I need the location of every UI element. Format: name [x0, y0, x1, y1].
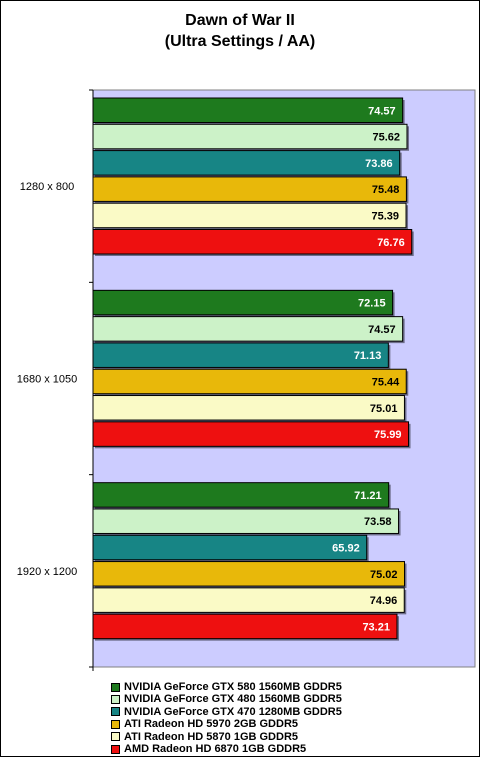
- data-label: 75.01: [370, 403, 398, 415]
- chart-title-block: Dawn of War II (Ultra Settings / AA): [0, 10, 480, 52]
- bar: [92, 289, 394, 316]
- bar: [92, 534, 368, 561]
- bar: [92, 421, 410, 447]
- legend-swatch: [111, 695, 120, 705]
- legend-label: ATI Radeon HD 5870 1GB GDDR5: [124, 730, 299, 743]
- data-label: 74.96: [370, 595, 398, 607]
- bar: [92, 561, 405, 587]
- data-label: 73.86: [365, 158, 393, 170]
- data-label: 75.99: [374, 429, 402, 441]
- data-label: 73.58: [364, 516, 392, 528]
- legend-label: ATI Radeon HD 5970 2GB GDDR5: [124, 718, 299, 731]
- legend-item: ATI Radeon HD 5970 2GB GDDR5: [111, 718, 342, 730]
- data-label: 76.76: [377, 237, 405, 249]
- chart-legend: NVIDIA GeForce GTX 580 1560MB GDDR5 NVIDI…: [111, 681, 342, 755]
- data-label: 75.02: [370, 569, 398, 581]
- bar: [92, 229, 413, 255]
- legend-item: AMD Radeon HD 6870 1GB GDDR5: [111, 743, 342, 755]
- data-label: 74.57: [368, 324, 396, 336]
- bar: [92, 508, 400, 534]
- legend-swatch: [111, 732, 120, 742]
- legend-item: NVIDIA GeForce GTX 470 1280MB GDDR5: [111, 706, 342, 718]
- bar: [92, 613, 398, 640]
- legend-swatch: [111, 719, 120, 729]
- bar: [92, 316, 404, 342]
- category-label: 1920 x 1200: [17, 566, 78, 578]
- legend-item: ATI Radeon HD 5870 1GB GDDR5: [111, 731, 342, 743]
- legend-swatch: [111, 707, 120, 717]
- data-label: 73.21: [362, 621, 390, 633]
- chart-subtitle: (Ultra Settings / AA): [164, 33, 316, 50]
- bar: [92, 342, 389, 368]
- data-label: 75.44: [372, 376, 400, 388]
- bar: [92, 202, 407, 229]
- bar: [92, 482, 390, 508]
- data-label: 75.48: [372, 184, 400, 196]
- bar: [92, 123, 408, 150]
- legend-label: AMD Radeon HD 6870 1GB GDDR5: [124, 742, 307, 755]
- data-label: 65.92: [332, 543, 360, 555]
- data-label: 75.62: [372, 132, 400, 144]
- chart-title: Dawn of War II: [185, 12, 295, 29]
- legend-swatch: [111, 682, 120, 692]
- bar: [92, 97, 404, 123]
- legend-item: NVIDIA GeForce GTX 580 1560MB GDDR5: [111, 681, 342, 693]
- bar: [92, 368, 407, 395]
- legend-swatch: [111, 744, 120, 754]
- legend-label: NVIDIA GeForce GTX 480 1560MB GDDR5: [124, 693, 342, 706]
- legend-label: NVIDIA GeForce GTX 470 1280MB GDDR5: [124, 705, 342, 718]
- legend-item: NVIDIA GeForce GTX 480 1560MB GDDR5: [111, 693, 342, 705]
- data-label: 72.15: [358, 298, 386, 310]
- bar: [92, 587, 405, 613]
- category-label: 1680 x 1050: [17, 374, 78, 386]
- data-label: 71.21: [354, 490, 382, 502]
- bar: [92, 395, 405, 421]
- category-label: 1280 x 800: [20, 181, 74, 193]
- data-label: 74.57: [368, 105, 396, 117]
- bar: [92, 150, 401, 176]
- bar: [92, 176, 407, 202]
- data-label: 75.39: [372, 210, 400, 222]
- data-label: 71.13: [354, 350, 382, 362]
- legend-label: NVIDIA GeForce GTX 580 1560MB GDDR5: [124, 681, 342, 693]
